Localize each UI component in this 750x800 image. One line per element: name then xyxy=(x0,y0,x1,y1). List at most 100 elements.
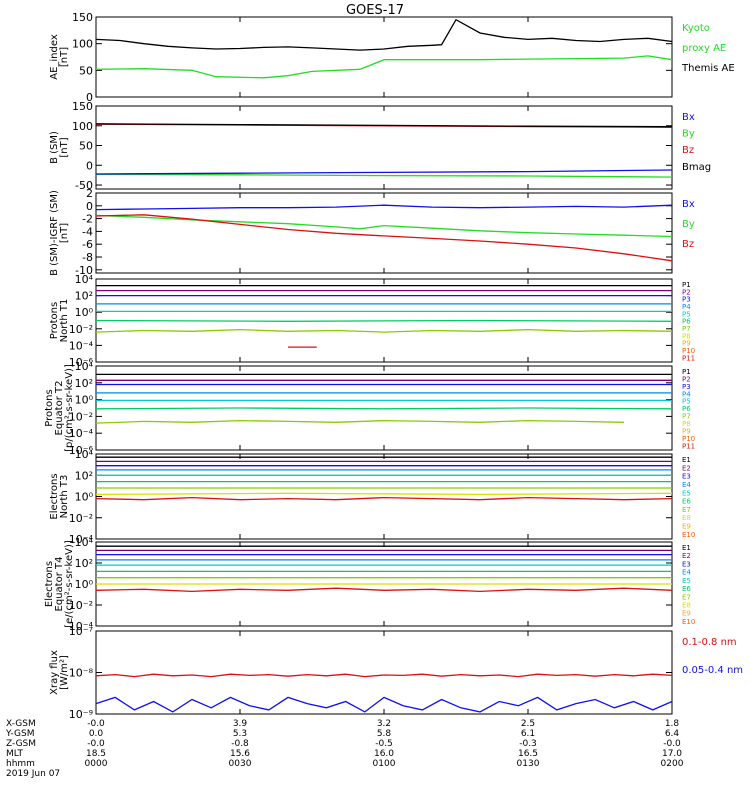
channel-label: E4 xyxy=(682,481,691,489)
x-tick-value: -0.0 xyxy=(87,739,105,749)
x-axis-table: X-GSM -0.0 3.9 3.2 2.5 1.8 Y-GSM 0.0 5.3 5.8 6.1 6.… xyxy=(5,719,684,779)
y-tick-label: 10⁻² xyxy=(69,410,93,423)
x-tick-value: 5.8 xyxy=(377,729,392,739)
y-axis-label: Protons xyxy=(49,302,60,339)
panel-6: 10⁴ 10² 10⁰ 10⁻² 10⁻⁴ Electrons North T3 E1E2E3… xyxy=(49,448,695,546)
legend-entry: Bmag xyxy=(682,162,711,173)
channel-label: P9 xyxy=(682,340,691,348)
channel-label: P6 xyxy=(682,318,691,326)
series-line xyxy=(95,55,673,79)
panel-frame xyxy=(95,16,673,98)
channel-label: E5 xyxy=(682,489,691,497)
legend-entry: Bx xyxy=(682,199,695,210)
y-tick-label: 10⁰ xyxy=(75,491,94,504)
series-line xyxy=(95,204,673,211)
panel-3: -10-8-6-4-202 B (SM)-IGRF (SM) [nT] Bx By Bz xyxy=(49,187,695,277)
y-axis-label: B (SM)-IGRF (SM) xyxy=(49,190,60,276)
y-tick-label: 10⁻⁶ xyxy=(69,356,94,369)
x-tick-value: 0000 xyxy=(85,759,108,769)
y-tick-label: -10 xyxy=(75,264,93,277)
channel-label: E7 xyxy=(682,506,691,514)
y-tick-label: -50 xyxy=(75,179,93,192)
channel-label: E10 xyxy=(682,531,695,539)
y-axis-label: [p/(cm²-s-sr-keV)] xyxy=(64,364,75,452)
x-row-label: X-GSM xyxy=(6,719,36,729)
channel-label: P5 xyxy=(682,398,691,406)
y-tick-label: 10⁴ xyxy=(75,360,94,373)
y-tick-label: 150 xyxy=(72,100,93,113)
channel-label: E1 xyxy=(682,544,691,552)
panel-5: 10⁴ 10² 10⁰ 10⁻² 10⁻⁴ 10⁻⁶ Protons Equator T2 [p… xyxy=(44,360,695,457)
x-tick-value: 2.5 xyxy=(521,719,535,729)
y-tick-label: 10⁻² xyxy=(69,599,93,612)
channel-label: E2 xyxy=(682,552,691,560)
y-tick-label: 2 xyxy=(86,187,93,200)
x-tick-value: 6.4 xyxy=(665,729,680,739)
y-tick-label: 100 xyxy=(72,38,93,51)
x-tick-value: 1.8 xyxy=(665,719,680,729)
x-row-label: hhmm xyxy=(6,759,35,769)
channel-label: E3 xyxy=(682,560,691,568)
y-tick-label: 0 xyxy=(86,91,93,104)
y-axis-label: Equator T4 xyxy=(54,557,65,612)
channel-label: P11 xyxy=(682,442,695,450)
y-axis-label: AE_index xyxy=(49,34,60,80)
x-row-label: Z-GSM xyxy=(6,739,36,749)
y-axis-label: North T1 xyxy=(59,299,70,343)
legend-entry: Themis AE xyxy=(681,63,735,74)
y-tick-label: 10⁻² xyxy=(69,323,93,336)
y-tick-label: 10⁻⁴ xyxy=(69,339,94,352)
x-tick-value: 18.5 xyxy=(86,749,106,759)
y-tick-label: 0 xyxy=(86,159,93,172)
series-line xyxy=(95,328,673,333)
y-tick-label: 10⁻⁴ xyxy=(69,533,94,546)
x-tick-value: 6.1 xyxy=(521,729,535,739)
y-tick-label: 10⁰ xyxy=(75,578,94,591)
x-tick-value: 3.9 xyxy=(233,719,248,729)
x-tick-value: 0200 xyxy=(661,759,684,769)
x-row-label: MLT xyxy=(6,749,24,759)
x-tick-value: -0.0 xyxy=(87,719,105,729)
y-axis-label: [e/(cm²-s-sr-keV)] xyxy=(64,540,75,628)
y-tick-label: 10⁻² xyxy=(69,512,93,525)
channel-label: P7 xyxy=(682,325,691,333)
x-tick-value: 0100 xyxy=(373,759,396,769)
legend-entry: proxy AE xyxy=(682,43,726,54)
channel-label: E7 xyxy=(682,593,691,601)
y-axis-label: Electrons xyxy=(44,561,55,607)
y-tick-label: 150 xyxy=(72,11,93,24)
y-axis-label: North T3 xyxy=(59,475,70,519)
x-row-label: Y-GSM xyxy=(5,729,34,739)
y-axis-label: [nT] xyxy=(59,47,70,67)
legend-entry: Bx xyxy=(682,112,695,123)
series-line xyxy=(95,696,673,713)
series-line xyxy=(95,123,673,128)
y-axis-label: [W/m²] xyxy=(59,655,70,690)
legend-entry: By xyxy=(682,219,695,230)
x-tick-value: 0.0 xyxy=(89,729,104,739)
y-tick-label: 10⁻⁹ xyxy=(69,708,93,721)
series-line xyxy=(95,419,625,424)
x-tick-value: -0.0 xyxy=(663,739,681,749)
x-tick-value: 3.2 xyxy=(377,719,391,729)
y-axis-label: [nT] xyxy=(59,223,70,243)
channel-label: E5 xyxy=(682,577,691,585)
channel-label: E8 xyxy=(682,601,691,609)
channel-label: E9 xyxy=(682,523,691,531)
x-tick-value: 0130 xyxy=(517,759,540,769)
y-axis-label: [nT] xyxy=(59,137,70,157)
y-tick-label: 10⁴ xyxy=(75,273,94,286)
channel-label: P8 xyxy=(682,420,691,428)
series-line xyxy=(95,407,673,410)
y-tick-label: 10² xyxy=(75,469,93,482)
panel-4: 10⁴ 10² 10⁰ 10⁻² 10⁻⁴ 10⁻⁶ Protons North T1 P1P2… xyxy=(49,273,695,369)
series-line xyxy=(95,169,673,175)
x-tick-value: -0.8 xyxy=(231,739,249,749)
y-tick-label: 0 xyxy=(86,200,93,213)
legend-entry: Bz xyxy=(682,239,694,250)
channel-label: P4 xyxy=(682,303,691,311)
x-tick-value: -0.5 xyxy=(375,739,393,749)
channel-label: E8 xyxy=(682,514,691,522)
